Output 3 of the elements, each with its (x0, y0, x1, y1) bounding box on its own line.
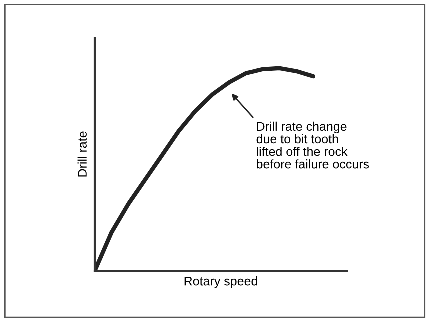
y-axis-title: Drill rate (78, 132, 87, 177)
annotation: Drill rate change due to bit tooth lifted off the rock before failure occurs (256, 122, 370, 169)
x-axis-title: Rotary speed (184, 276, 258, 288)
